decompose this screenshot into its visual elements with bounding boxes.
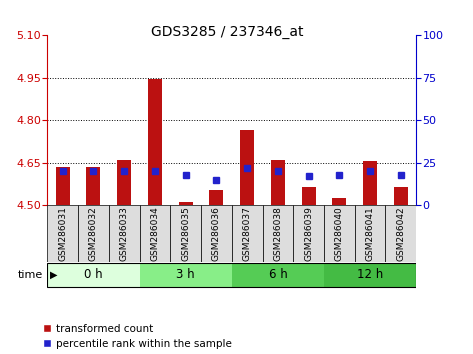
Bar: [363, 161, 377, 205]
FancyBboxPatch shape: [170, 205, 201, 262]
Text: 6 h: 6 h: [269, 268, 287, 281]
FancyBboxPatch shape: [293, 205, 324, 262]
FancyBboxPatch shape: [109, 205, 140, 262]
Text: GSM286041: GSM286041: [366, 206, 375, 261]
Text: time: time: [18, 270, 43, 280]
Bar: [271, 160, 285, 205]
FancyBboxPatch shape: [201, 205, 232, 262]
Text: 12 h: 12 h: [357, 268, 383, 281]
Bar: [210, 190, 223, 205]
FancyBboxPatch shape: [385, 205, 416, 262]
Text: GSM286042: GSM286042: [396, 206, 405, 261]
Text: GSM286033: GSM286033: [120, 206, 129, 261]
FancyBboxPatch shape: [355, 205, 385, 262]
FancyBboxPatch shape: [140, 263, 232, 287]
Legend: transformed count, percentile rank within the sample: transformed count, percentile rank withi…: [43, 324, 231, 349]
Text: ▶: ▶: [50, 270, 57, 280]
Bar: [87, 167, 100, 205]
Text: GSM286031: GSM286031: [58, 206, 67, 261]
FancyBboxPatch shape: [140, 205, 170, 262]
FancyBboxPatch shape: [232, 205, 263, 262]
FancyBboxPatch shape: [324, 205, 355, 262]
Bar: [240, 130, 254, 205]
Text: GSM286037: GSM286037: [243, 206, 252, 261]
Text: GSM286036: GSM286036: [212, 206, 221, 261]
FancyBboxPatch shape: [47, 263, 140, 287]
Text: GSM286035: GSM286035: [181, 206, 190, 261]
FancyBboxPatch shape: [47, 205, 78, 262]
Bar: [56, 167, 70, 205]
Text: 0 h: 0 h: [84, 268, 103, 281]
Bar: [333, 198, 346, 205]
Text: GSM286034: GSM286034: [150, 206, 159, 261]
Text: GSM286038: GSM286038: [273, 206, 282, 261]
Text: GDS3285 / 237346_at: GDS3285 / 237346_at: [151, 25, 303, 39]
Bar: [148, 79, 162, 205]
Bar: [394, 187, 408, 205]
FancyBboxPatch shape: [324, 263, 416, 287]
Bar: [179, 202, 193, 205]
FancyBboxPatch shape: [263, 205, 293, 262]
Text: GSM286039: GSM286039: [304, 206, 313, 261]
Bar: [302, 187, 315, 205]
Text: GSM286040: GSM286040: [335, 206, 344, 261]
Bar: [117, 160, 131, 205]
Text: 3 h: 3 h: [176, 268, 195, 281]
Text: GSM286032: GSM286032: [89, 206, 98, 261]
FancyBboxPatch shape: [232, 263, 324, 287]
FancyBboxPatch shape: [78, 205, 109, 262]
